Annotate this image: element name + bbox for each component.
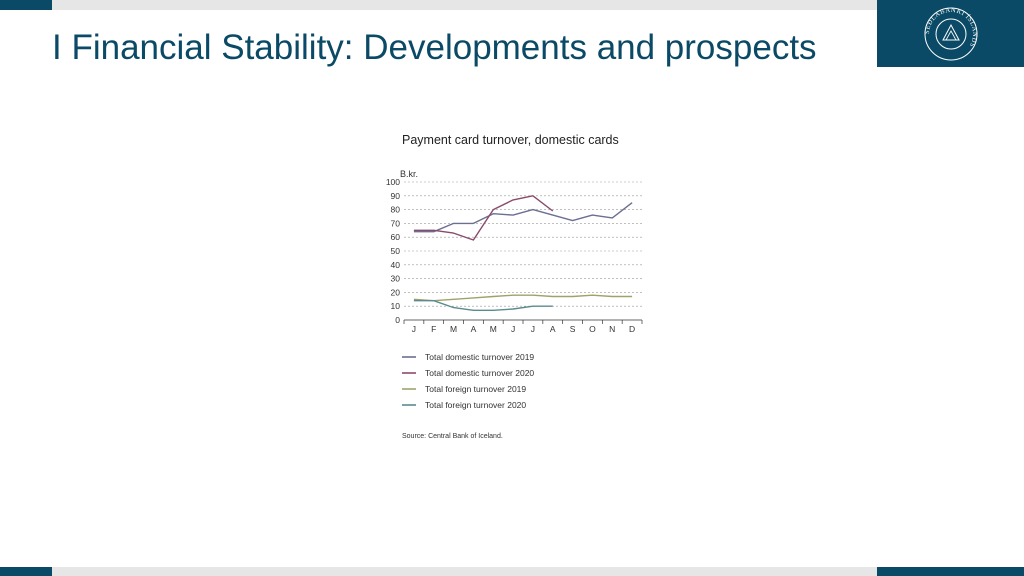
x-tick-label: J (531, 324, 535, 334)
y-tick-label: 90 (391, 191, 401, 201)
y-tick-label: 70 (391, 218, 401, 228)
legend-label: Total foreign turnover 2019 (425, 384, 526, 394)
logo-text: SEÐLABANKI ÍSLANDS (923, 6, 977, 48)
y-tick-label: 60 (391, 232, 401, 242)
bottom-accent-bar (0, 567, 52, 576)
y-tick-label: 50 (391, 246, 401, 256)
x-tick-label: A (550, 324, 556, 334)
x-tick-label: N (609, 324, 615, 334)
series-line-2 (413, 195, 554, 241)
x-tick-label: O (589, 324, 596, 334)
page-title: I Financial Stability: Developments and … (52, 28, 817, 67)
series-line-1 (413, 202, 633, 233)
y-tick-label: 10 (391, 301, 401, 311)
gridlines (404, 181, 642, 307)
bottom-accent-bar-right (877, 567, 1024, 576)
x-tick-label: D (629, 324, 635, 334)
x-tick-label: A (471, 324, 477, 334)
y-tick-label: 80 (391, 205, 401, 215)
series-lines (413, 195, 633, 312)
top-band (52, 0, 877, 10)
series-line-3 (413, 294, 633, 302)
axes: 0 10 20 30 40 50 60 70 80 90 100 J F M A M J J A S O N D (386, 177, 643, 334)
y-tick-label: 100 (386, 177, 400, 187)
top-accent-bar (0, 0, 52, 10)
y-tick-label: 20 (391, 287, 401, 297)
y-axis-label: B.kr. (400, 169, 418, 179)
chart-source: Source: Central Bank of Iceland. (402, 433, 503, 440)
legend-label: Total domestic turnover 2019 (425, 352, 534, 362)
legend: Total domestic turnover 2019 Total domest… (402, 352, 534, 410)
y-tick-label: 0 (395, 315, 400, 325)
logo: SEÐLABANKI ÍSLANDS (877, 0, 1024, 67)
x-tick-label: S (570, 324, 576, 334)
legend-label: Total foreign turnover 2020 (425, 400, 526, 410)
x-tick-label: J (412, 324, 416, 334)
chart-title: Payment card turnover, domestic cards (402, 133, 619, 147)
x-tick-label: M (490, 324, 497, 334)
legend-label: Total domestic turnover 2020 (425, 368, 534, 378)
y-tick-label: 30 (391, 274, 401, 284)
x-tick-label: M (450, 324, 457, 334)
x-tick-label: J (511, 324, 515, 334)
y-tick-label: 40 (391, 260, 401, 270)
chart-svg: Payment card turnover, domestic cards B.… (386, 133, 643, 440)
bottom-band (52, 567, 877, 576)
series-line-4 (413, 299, 553, 312)
x-tick-label: F (431, 324, 436, 334)
seal-icon: SEÐLABANKI ÍSLANDS (923, 6, 977, 60)
chart: Payment card turnover, domestic cards B.… (380, 125, 660, 455)
svg-text:SEÐLABANKI ÍSLANDS: SEÐLABANKI ÍSLANDS (923, 6, 977, 48)
